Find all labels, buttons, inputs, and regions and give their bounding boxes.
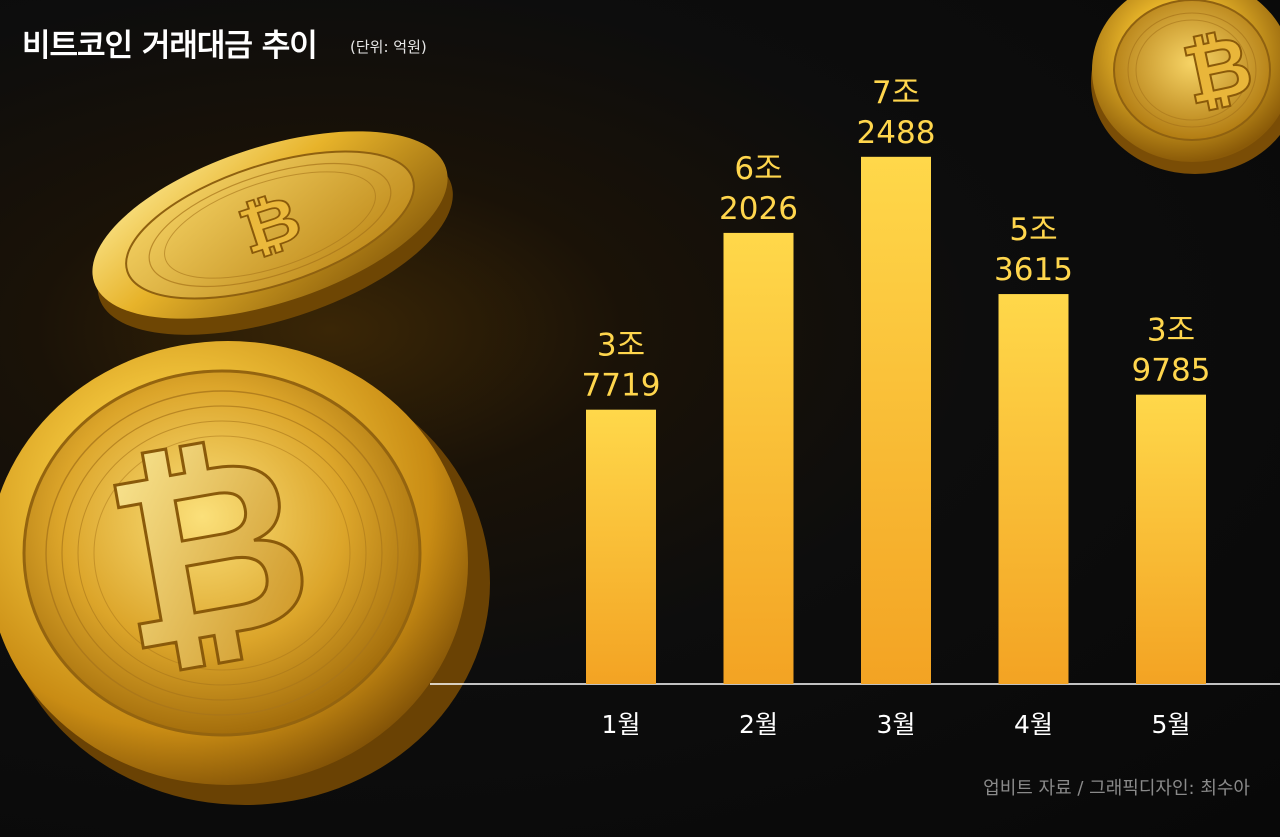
data-label-3-line-2: 2488 [857, 115, 936, 151]
bar-5 [1136, 394, 1206, 684]
bitcoin-coin-icon-tilted: ₿ [92, 131, 453, 335]
x-tick-label-1: 1월 [602, 710, 641, 739]
data-label-1-line-1: 3조 [597, 328, 645, 364]
bar-2 [723, 232, 794, 684]
data-label-5-line-2: 9785 [1132, 353, 1211, 389]
data-label-4-line-2: 3615 [994, 252, 1073, 288]
bitcoin-coin-icon-front: ₿ [0, 341, 490, 805]
data-label-2-line-2: 2026 [719, 191, 798, 227]
chart-title: 비트코인 거래대금 추이 [22, 28, 318, 64]
x-tick-group: 1월 2월 3월 4월 5월 [602, 710, 1191, 739]
bar-1 [586, 409, 656, 684]
source-credit: 업비트 자료 / 그래픽디자인: 최수아 [983, 778, 1250, 799]
x-tick-label-2: 2월 [739, 710, 778, 739]
data-label-2-line-1: 6조 [734, 151, 782, 187]
x-tick-label-4: 4월 [1014, 710, 1053, 739]
data-label-group: 3조 7719 6조 2026 7조 2488 5조 3615 3조 9785 [582, 75, 1211, 404]
x-tick-label-3: 3월 [877, 710, 916, 739]
bar-group [586, 156, 1206, 684]
bitcoin-coin-icon-top-right: ₿ [1091, 0, 1280, 174]
x-tick-label-5: 5월 [1152, 710, 1191, 739]
bar-4 [998, 294, 1069, 684]
bar-3 [861, 156, 931, 684]
data-label-5-line-1: 3조 [1147, 313, 1195, 349]
data-label-4-line-1: 5조 [1009, 212, 1057, 248]
data-label-1-line-2: 7719 [582, 368, 661, 404]
unit-label: (단위: 억원) [350, 38, 427, 56]
data-label-3-line-1: 7조 [872, 75, 920, 111]
